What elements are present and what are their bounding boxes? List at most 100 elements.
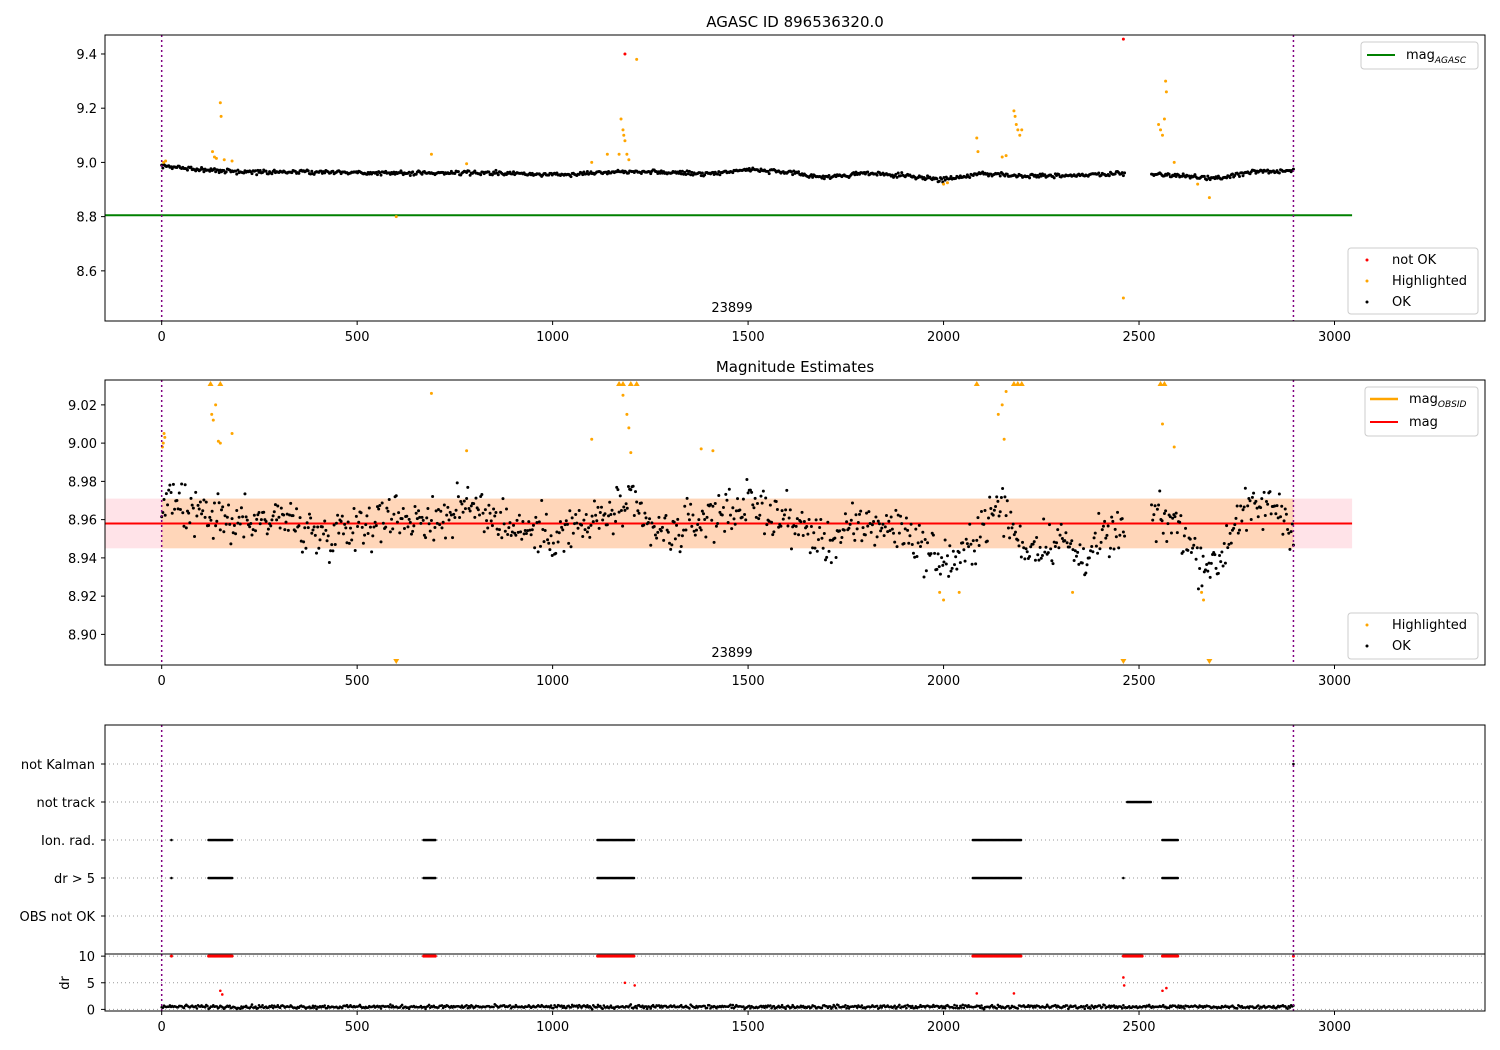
data-point-ok	[254, 529, 258, 533]
data-point-ok	[231, 531, 235, 535]
data-point-ok	[312, 525, 316, 529]
data-point-ok	[997, 172, 1001, 176]
flag-point	[434, 838, 437, 842]
data-point-ok	[337, 531, 341, 535]
data-point-ok	[269, 524, 273, 528]
data-point-ok	[1053, 544, 1057, 548]
dr-point	[645, 1007, 649, 1010]
legend-not-ok-marker	[1365, 258, 1369, 262]
dr-point	[468, 1006, 472, 1009]
data-point-ok	[1205, 178, 1209, 182]
data-point-ok	[771, 533, 775, 537]
data-point-ok	[709, 502, 713, 506]
data-point-ok	[826, 520, 830, 524]
data-point-ok	[1108, 546, 1112, 550]
data-point-ok	[740, 515, 744, 519]
data-point-ok	[1208, 575, 1212, 579]
data-point-ok	[1184, 526, 1188, 530]
data-point-ok	[698, 171, 702, 175]
legend2-highlighted-marker	[1365, 623, 1369, 627]
data-point-ok	[692, 529, 696, 533]
data-point-ok	[400, 517, 404, 521]
panel-dr-plot: 0 5 10 0 500 1000 1500 2000 2500 3000	[78, 950, 1485, 1035]
data-point-ok	[415, 517, 419, 521]
data-point-highlighted	[629, 451, 633, 455]
data-point-ok	[941, 563, 945, 567]
data-point-ok	[392, 512, 396, 516]
data-point-ok	[1237, 175, 1241, 179]
data-point-highlighted	[976, 150, 980, 154]
y-tick-label: 8.94	[68, 552, 97, 567]
data-point-ok	[1174, 511, 1178, 515]
data-point-ok	[625, 506, 629, 510]
data-point-ok	[278, 526, 282, 530]
data-point-ok	[1003, 495, 1007, 499]
data-point-ok	[758, 513, 762, 517]
legend-mag-agasc-sub: AGASC	[1434, 56, 1467, 66]
data-point-ok	[698, 526, 702, 530]
x-tick-label: 2500	[1122, 674, 1155, 689]
data-point-ok	[377, 507, 381, 511]
data-point-ok	[250, 172, 254, 176]
data-point-ok	[496, 532, 500, 536]
dr-point	[465, 1004, 468, 1007]
x-tick-label: 2500	[1122, 1020, 1155, 1035]
data-point-ok	[258, 522, 262, 526]
data-point-ok	[829, 561, 833, 565]
dr-point	[513, 1005, 516, 1009]
data-point-ok	[1241, 174, 1245, 178]
data-point-ok	[979, 510, 983, 514]
data-point-ok	[1101, 524, 1105, 528]
data-point-ok	[827, 173, 831, 177]
data-point-ok	[445, 513, 449, 517]
data-point-ok	[948, 544, 952, 548]
legend-not-ok: not OK	[1392, 253, 1437, 268]
data-point-ok	[412, 524, 416, 528]
dr-point	[1098, 1004, 1102, 1007]
data-point-ok	[907, 541, 911, 545]
data-point-ok	[551, 541, 555, 545]
data-point-ok	[374, 170, 378, 174]
data-point-highlighted	[230, 432, 234, 436]
y-tick-label: 10	[78, 950, 95, 965]
dr-point	[1161, 1003, 1165, 1007]
data-point-ok	[1260, 497, 1264, 501]
dr-point	[837, 1004, 840, 1007]
data-point-ok	[691, 173, 695, 177]
data-point-ok	[863, 533, 867, 537]
dr-point	[345, 1003, 349, 1007]
legend-mag-obsid-sub: OBSID	[1438, 400, 1467, 410]
data-point-ok	[573, 522, 577, 526]
data-point-ok	[784, 508, 788, 512]
data-point-ok	[884, 513, 888, 517]
data-point-ok	[446, 505, 450, 509]
data-point-ok	[1065, 541, 1069, 545]
data-point-ok	[601, 518, 605, 522]
data-point-ok	[1123, 534, 1127, 538]
data-point-highlighted	[218, 441, 222, 445]
data-point-ok	[219, 508, 223, 512]
data-point-ok	[1192, 543, 1196, 547]
data-point-ok	[530, 528, 534, 532]
dr-clipped-point	[433, 954, 437, 958]
data-point-ok	[1052, 540, 1056, 544]
data-point-ok	[605, 523, 609, 527]
dr-point	[460, 1004, 464, 1007]
data-point-ok	[198, 168, 202, 172]
data-point-ok	[811, 175, 815, 179]
data-point-ok	[261, 171, 265, 175]
data-point-ok	[858, 512, 862, 516]
dr-clipped-point	[1019, 954, 1023, 958]
data-point-ok	[523, 529, 527, 533]
data-point-ok	[558, 520, 562, 524]
data-point-ok	[1219, 560, 1223, 564]
dr-point	[1120, 1007, 1124, 1010]
legend-highlighted-marker	[1365, 279, 1369, 283]
data-point-ok	[676, 517, 680, 521]
data-point-ok	[1266, 502, 1270, 506]
data-point-highlighted	[1004, 389, 1008, 393]
data-point-ok	[488, 511, 492, 515]
dr-point	[828, 1005, 832, 1008]
dr-clipped-point	[230, 954, 234, 958]
dr-point	[215, 1005, 219, 1008]
